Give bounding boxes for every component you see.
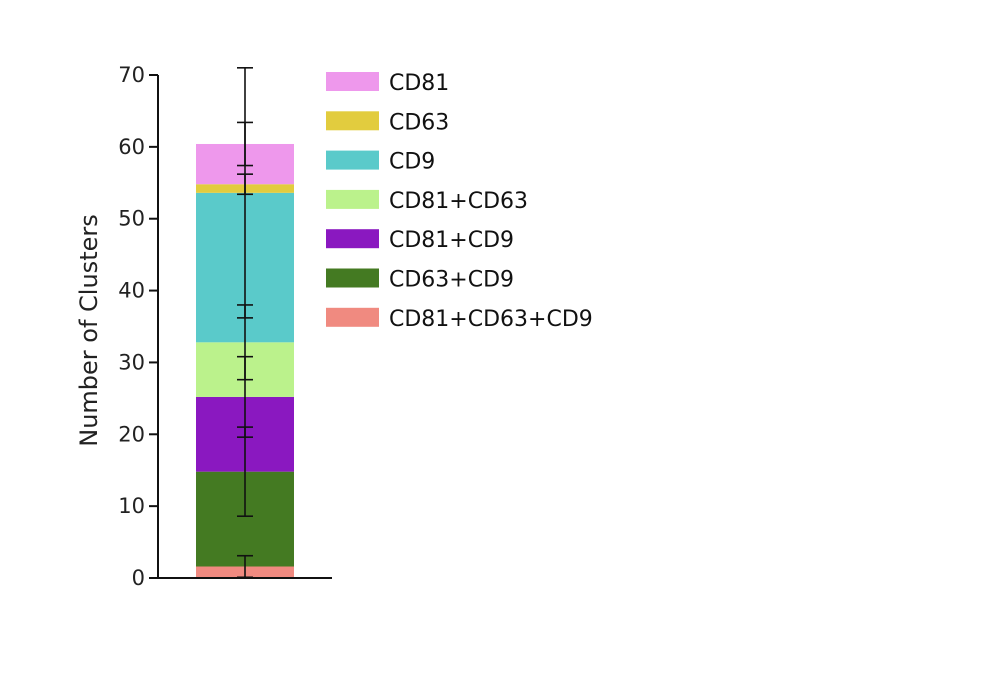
legend-item-cd81: CD81 [326, 71, 449, 96]
y-axis: 0 10 20 30 40 50 60 70 [118, 63, 332, 590]
legend-item-cd9: CD9 [326, 150, 435, 175]
legend-item-cd81-cd9: CD81+CD9 [326, 228, 514, 253]
legend-swatch-cd63-cd9 [326, 268, 379, 288]
y-tick-label-60: 60 [118, 135, 145, 159]
legend: CD81 CD63 CD9 CD81+CD63 CD81+CD9 CD63+CD9 CD81… [326, 71, 593, 332]
y-tick-label-50: 50 [118, 207, 145, 231]
legend-label-cd9: CD9 [389, 150, 435, 175]
legend-label-cd81: CD81 [389, 71, 449, 96]
y-tick-label-40: 40 [118, 279, 145, 303]
legend-label-cd63-cd9: CD63+CD9 [389, 268, 514, 293]
legend-label-cd81-cd63-cd9: CD81+CD63+CD9 [389, 307, 593, 332]
y-tick-label-0: 0 [132, 566, 145, 590]
y-tick-label-20: 20 [118, 422, 145, 446]
y-tick-label-70: 70 [118, 63, 145, 87]
error-bars [237, 67, 253, 579]
legend-label-cd81-cd63: CD81+CD63 [389, 189, 528, 214]
legend-swatch-cd81-cd9 [326, 229, 379, 249]
legend-swatch-cd63 [326, 111, 379, 131]
y-tick-label-10: 10 [118, 494, 145, 518]
legend-item-cd81-cd63: CD81+CD63 [326, 189, 528, 214]
error-bar-cd63 [237, 173, 253, 196]
legend-item-cd81-cd63-cd9: CD81+CD63+CD9 [326, 307, 593, 332]
y-axis-label: Number of Clusters [75, 214, 103, 447]
legend-swatch-cd81 [326, 72, 379, 91]
legend-swatch-cd9 [326, 150, 379, 170]
legend-swatch-cd81-cd63 [326, 189, 379, 209]
legend-item-cd63: CD63 [326, 110, 449, 135]
y-tick-label-30: 30 [118, 350, 145, 374]
legend-swatch-cd81-cd63-cd9 [326, 307, 379, 327]
legend-label-cd81-cd9: CD81+CD9 [389, 228, 514, 253]
error-bar-cd81 [237, 121, 253, 167]
legend-item-cd63-cd9: CD63+CD9 [326, 268, 514, 293]
legend-label-cd63: CD63 [389, 110, 449, 135]
